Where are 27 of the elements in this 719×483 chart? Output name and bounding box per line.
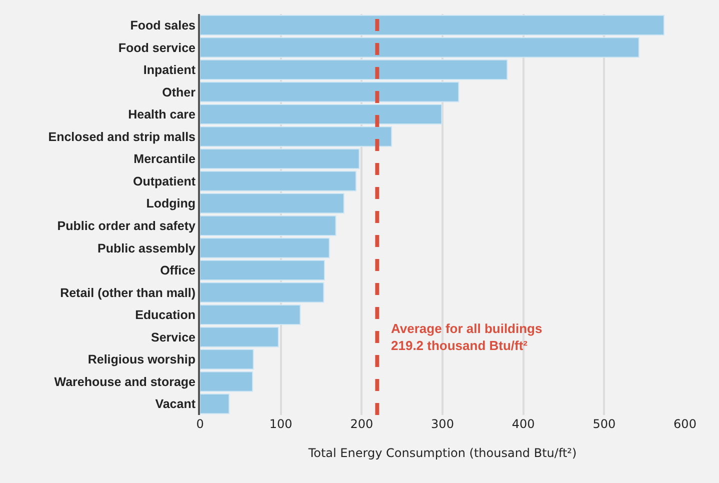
y-tick-label: Religious worship <box>88 352 196 367</box>
y-tick-label: Public assembly <box>98 241 196 256</box>
ref-line-label: Average for all buildings 219.2 thousand Btu/ft² <box>391 321 542 353</box>
y-tick-label: Retail (other than mall) <box>60 286 196 300</box>
y-tick-label: Outpatient <box>133 174 196 188</box>
y-tick-label: Vacant <box>155 397 196 412</box>
y-tick-label: Office <box>160 264 196 278</box>
y-tick-label: Service <box>151 330 196 344</box>
y-tick-label: Lodging <box>146 196 196 211</box>
x-tick-label: 100 <box>269 417 292 431</box>
x-tick-label: 400 <box>512 417 535 431</box>
y-tick-label: Other <box>162 85 196 100</box>
x-tick-label: 500 <box>592 417 616 431</box>
x-tick-label: 300 <box>431 417 454 431</box>
x-tick-label: 600 <box>674 417 696 431</box>
y-tick-label: Education <box>135 308 196 322</box>
y-tick-label: Food sales <box>130 18 196 33</box>
y-tick-label: Warehouse and storage <box>54 374 196 389</box>
y-tick-label: Health care <box>128 108 196 122</box>
x-axis-title: Total Energy Consumption (thousand Btu/ft²) <box>307 446 577 460</box>
x-tick-label: 0 <box>196 417 204 431</box>
y-tick-label: Enclosed and strip malls <box>48 130 196 144</box>
y-tick-label: Mercantile <box>134 152 196 166</box>
y-tick-label: Public order and safety <box>57 219 196 234</box>
y-tick-label: Food service <box>118 40 196 55</box>
y-tick-label: Inpatient <box>143 63 196 78</box>
x-tick-label: 200 <box>350 417 374 431</box>
